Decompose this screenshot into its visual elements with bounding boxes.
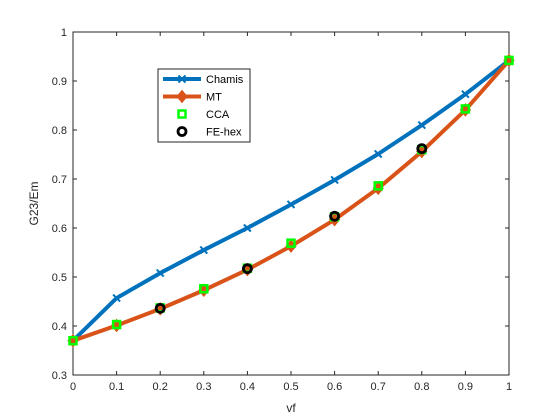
data-point-fe-hex [329,210,341,222]
marker-stroke [461,90,470,99]
legend-marker [176,126,188,137]
data-point-chamis [417,120,427,130]
x-tick-label: 0.4 [240,381,255,393]
legend-label: MT [206,92,222,104]
x-tick-label: 0.3 [196,381,211,393]
x-tick-label: 0 [70,381,76,393]
data-point-cca [199,284,209,294]
data-point-fe-hex [241,263,253,275]
legend-marker [177,109,187,119]
y-axis-label: G23/Em [27,181,41,225]
y-tick-label: 0.7 [52,174,67,186]
data-point-cca [68,335,78,346]
x-tick-label: 0.5 [283,381,298,393]
data-point-chamis [243,223,252,233]
x-tick-label: 0.8 [414,381,429,393]
data-point-chamis [155,268,165,278]
x-tick-label: 0.1 [109,381,124,393]
y-tick-label: 0.3 [52,370,67,382]
data-point-cca [286,238,296,248]
x-tick-label: 0.6 [327,381,342,393]
marker-stroke [243,223,252,233]
data-point-chamis [461,90,470,99]
marker-stroke [286,200,296,209]
series-markers [67,53,515,348]
legend-label: FE-hex [206,127,242,139]
legend-label: CCA [206,109,230,121]
marker-stroke [112,293,121,303]
legend-label: Chamis [206,74,244,86]
data-point-chamis [373,149,383,159]
y-tick-label: 0.5 [52,272,67,284]
marker-stroke [155,268,165,278]
x-tick-label: 1 [506,381,512,393]
data-point-fe-hex [416,143,428,155]
marker-stroke [330,175,339,185]
legend: Chamis MT CCA FE-hex [157,68,251,143]
marker-stroke [417,120,427,130]
data-point-chamis [112,293,121,303]
legend-marker [177,74,187,84]
y-tick-label: 0.9 [52,76,67,88]
x-tick-label: 0.9 [458,381,473,393]
legend-box [157,68,251,143]
data-point-cca [111,319,122,330]
data-point-chamis [286,200,296,209]
legend-marker [176,89,188,104]
x-axis-label: vf [286,401,296,415]
data-point-cca [504,55,514,66]
y-tick-label: 1 [61,27,67,39]
data-point-cca [373,181,383,191]
axes: 0 0.1 0.2 0.3 0.4 0.5 0.6 0.7 0.8 0.9 1 0.3 0.4 0.5 0.… [52,27,512,393]
data-point-cca [460,104,471,114]
marker-stroke [199,245,209,255]
marker-stroke [177,74,187,84]
marker-stroke [373,149,383,159]
y-tick-label: 0.4 [52,321,67,333]
y-tick-label: 0.8 [52,125,67,137]
data-point-fe-hex [154,302,166,314]
data-point-chamis [199,245,209,255]
x-tick-label: 0.2 [153,381,168,393]
data-point-chamis [330,175,339,185]
x-tick-label: 0.7 [371,381,386,393]
y-tick-label: 0.6 [52,223,67,235]
